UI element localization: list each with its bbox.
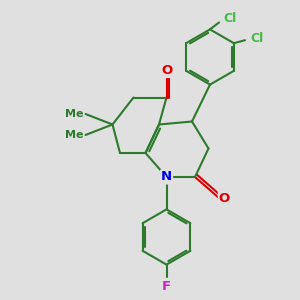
Text: Me: Me	[65, 109, 83, 119]
Text: Cl: Cl	[224, 12, 237, 26]
Text: O: O	[161, 64, 172, 77]
Text: O: O	[219, 191, 230, 205]
Text: N: N	[161, 170, 172, 184]
Text: Cl: Cl	[250, 32, 264, 45]
Text: Me: Me	[65, 130, 83, 140]
Text: F: F	[162, 280, 171, 293]
